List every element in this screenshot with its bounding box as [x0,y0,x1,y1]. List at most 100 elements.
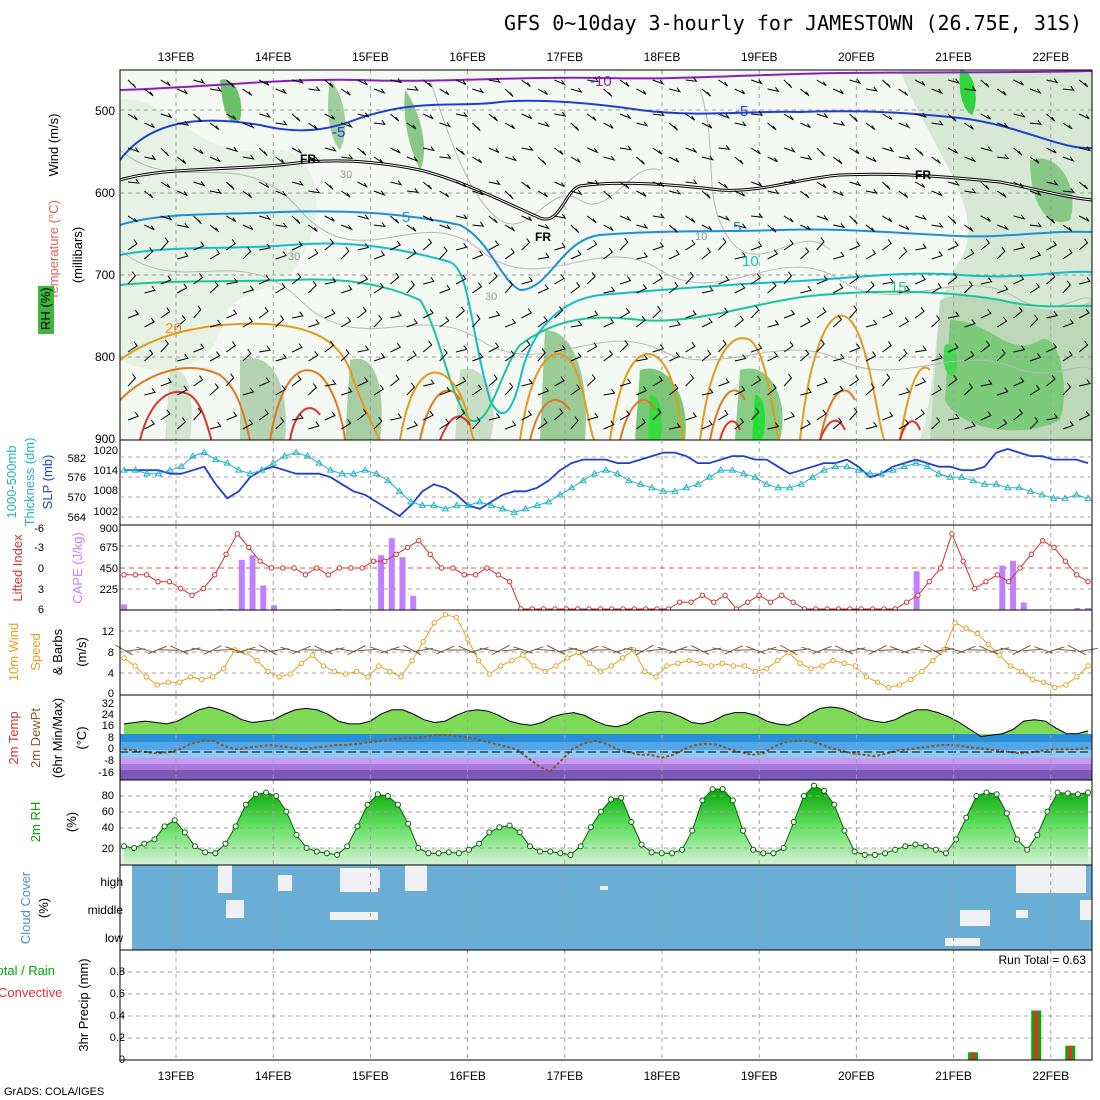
data-point [960,558,966,564]
wind-barb [1029,314,1039,328]
data-point [442,612,449,618]
wind-barb [439,224,452,230]
data-point [520,652,526,658]
data-point [658,850,665,857]
data-point [670,487,679,494]
ylabel-2m-dewpt: 2m DewPt [28,708,43,768]
wind-barb [1013,112,1026,118]
data-point [937,565,944,571]
wind-barb [1078,181,1088,190]
wind-barb [996,190,1007,198]
wind-barb [718,409,729,421]
data-point [187,674,194,680]
data-point [427,551,433,558]
wind-barb [1096,89,1100,95]
wind-barb [767,351,779,362]
data-point [1084,494,1092,501]
wind-barb [357,214,370,220]
wind-barb [1096,225,1100,229]
wind-barb [980,238,990,251]
data-point [445,849,452,856]
data-point [688,599,694,605]
wind-barb [849,113,858,122]
data-point [143,674,149,680]
wind-barb [308,156,321,163]
wind-barb [1096,123,1100,127]
wind-barb [390,240,401,251]
wind-barb [947,215,957,224]
wind-barb [603,420,615,430]
wind-barb [751,213,764,218]
wind-barb [652,305,662,319]
wind-barb [1062,188,1075,193]
wind-barb [127,147,140,153]
wind-barb [849,78,862,85]
data-point [949,531,955,537]
wind-barb [1096,285,1100,293]
data-point [257,558,263,564]
data-point [648,483,656,491]
ylabel-thickness: Thickness (dm) [22,438,37,527]
data-point [751,473,760,480]
wind-barb [1013,274,1025,285]
wind-barb [193,273,204,285]
ylabel-wind-units: (m/s) [74,637,89,667]
wind-barb [521,340,531,353]
data-point [811,782,818,789]
wind-barb [636,386,648,396]
data-point [121,655,127,661]
wind-barb [314,645,333,655]
wind-barb [422,238,433,251]
wind-barb [849,241,861,251]
wind-barb [568,647,589,653]
data-point [841,827,848,834]
wind-barb [978,645,998,655]
contour-label: FR [915,168,931,182]
wind-barb [619,276,632,285]
contour-label: 5 [402,209,410,226]
wind-barb [1046,342,1058,353]
wind-barb [439,153,452,159]
data-point [575,649,581,656]
data-point [331,668,338,675]
wind-barb [882,309,894,319]
date-tick: 21FEB [935,1069,972,1083]
wind-barb [291,147,302,154]
data-point [820,466,828,473]
wind-barb [209,188,222,194]
wind-barb [685,310,697,319]
wind-barb [767,249,779,260]
precip-convective-bar [1034,1010,1039,1060]
wind-barb [898,154,911,160]
wind-barb [579,645,599,655]
wind-barb [865,351,877,362]
wind-barb [980,79,990,88]
date-tick: 22FEB [1032,50,1069,64]
wind-barb [406,350,417,362]
wind-barb [849,343,861,353]
wind-barb [603,388,616,396]
wind-barb [701,388,714,396]
wind-barb [147,645,167,655]
data-point [996,652,1003,658]
wind-barb [160,113,173,119]
data-point [166,466,174,473]
data-point [198,676,205,683]
wind-barb [767,383,777,396]
data-point [963,814,970,821]
data-point [902,843,909,850]
wind-barb [275,315,285,328]
data-point [932,846,939,853]
data-point [1026,487,1035,494]
wind-barb [1013,181,1024,188]
data-point [564,655,570,661]
wind-barb [964,248,975,260]
data-point [760,850,767,857]
wind-barb [816,307,827,319]
wind-barb [225,646,245,654]
data-point [176,679,183,685]
wind-barb [275,190,288,197]
ylabel-1000-500mb: 1000-500mb [4,446,19,519]
data-point [750,846,757,853]
data-point [455,850,462,857]
